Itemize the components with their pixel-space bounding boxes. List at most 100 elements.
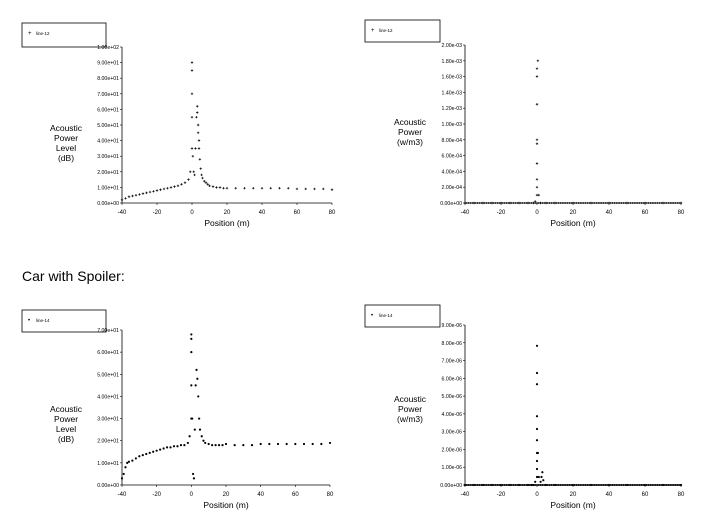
data-point (577, 484, 580, 486)
data-point (671, 484, 673, 486)
data-point (541, 484, 544, 486)
data-point (496, 202, 499, 204)
data-point (120, 477, 124, 480)
data-point (183, 444, 186, 447)
data-point (198, 417, 201, 420)
data-point (674, 202, 677, 204)
data-point (194, 384, 197, 387)
legend-label: line-14 (36, 318, 50, 323)
data-point (638, 484, 641, 486)
data-point (534, 480, 537, 483)
y-tick-label: 8.00e+01 (97, 76, 119, 82)
y-axis-label: Power (54, 133, 78, 143)
data-point (131, 459, 134, 462)
data-point (647, 202, 650, 204)
x-tick-label: -20 (497, 492, 506, 498)
data-point (606, 202, 609, 204)
data-point (196, 377, 199, 380)
data-point (557, 484, 560, 486)
data-point (588, 484, 591, 486)
data-point (155, 189, 159, 192)
data-point (662, 202, 664, 204)
legend-box (364, 304, 441, 328)
y-axis-label: Acoustic (50, 123, 83, 133)
data-point (555, 484, 558, 486)
y-tick-label: 6.00e-04 (442, 154, 463, 160)
data-point (507, 202, 510, 204)
data-point (176, 445, 179, 448)
y-tick-label: 0.00e+00 (440, 483, 462, 489)
data-point (633, 202, 636, 204)
data-point (568, 202, 571, 204)
data-point (606, 484, 609, 486)
x-tick-label: 60 (642, 492, 649, 498)
data-point (194, 147, 197, 150)
data-point (545, 484, 547, 486)
data-point (152, 190, 155, 193)
x-tick-label: 40 (606, 492, 613, 498)
data-point (572, 202, 574, 204)
data-point (615, 484, 618, 486)
y-tick-label: 2.00e-04 (442, 185, 463, 191)
data-point (570, 484, 573, 486)
data-point (667, 484, 670, 486)
data-point (581, 202, 583, 204)
data-point (465, 202, 468, 204)
data-point (196, 123, 200, 127)
data-point (172, 445, 176, 448)
chart-4: • line-14 0.00e+00 1.00e-06 2.00e-06 3.00e-06… (364, 304, 685, 510)
data-point (491, 484, 493, 486)
data-point (201, 176, 204, 180)
data-point (503, 202, 506, 204)
data-point (676, 202, 679, 204)
x-tick-label: -20 (497, 210, 506, 216)
data-point (496, 484, 499, 486)
data-point (120, 198, 124, 202)
data-point (570, 202, 573, 204)
data-point (278, 186, 281, 190)
data-point (563, 202, 565, 204)
y-tick-label: 3.00e-06 (442, 430, 463, 436)
data-point (489, 202, 492, 204)
data-point (211, 185, 215, 188)
data-point (662, 484, 664, 486)
data-point (535, 103, 539, 106)
y-tick-label: 5.00e+01 (97, 123, 119, 129)
data-point (665, 484, 668, 486)
data-point (550, 484, 553, 486)
data-point (203, 179, 206, 183)
y-tick-label: 1.00e+02 (97, 45, 119, 51)
data-point (476, 202, 479, 204)
data-point (568, 484, 571, 486)
y-tick-label: 3.00e+01 (97, 154, 119, 160)
data-point (631, 484, 634, 486)
data-point (269, 186, 272, 190)
data-point (649, 484, 652, 486)
data-point (503, 484, 506, 486)
data-point (519, 484, 522, 486)
data-point (207, 442, 210, 446)
data-point (127, 460, 131, 463)
data-point (523, 202, 526, 204)
data-point (190, 147, 194, 150)
x-tick-label: 20 (570, 492, 577, 498)
data-point (534, 484, 537, 486)
data-point (638, 202, 641, 204)
data-point (543, 202, 546, 204)
data-point (541, 202, 544, 204)
chart-3: • line-14 0.00e+00 1.00e+01 2.00e+01 3.00e+01… (21, 309, 334, 510)
data-point (552, 202, 555, 204)
y-tick-label: 0.00e+00 (97, 201, 119, 207)
data-point (642, 202, 645, 204)
data-point (591, 202, 594, 204)
data-point (518, 202, 520, 204)
data-point (536, 484, 538, 486)
data-point (564, 202, 567, 204)
data-point (189, 170, 192, 173)
data-point (536, 202, 538, 204)
data-point (636, 202, 639, 204)
data-point (190, 69, 194, 72)
data-point (498, 202, 501, 204)
data-point (611, 202, 614, 204)
data-point (566, 484, 569, 486)
